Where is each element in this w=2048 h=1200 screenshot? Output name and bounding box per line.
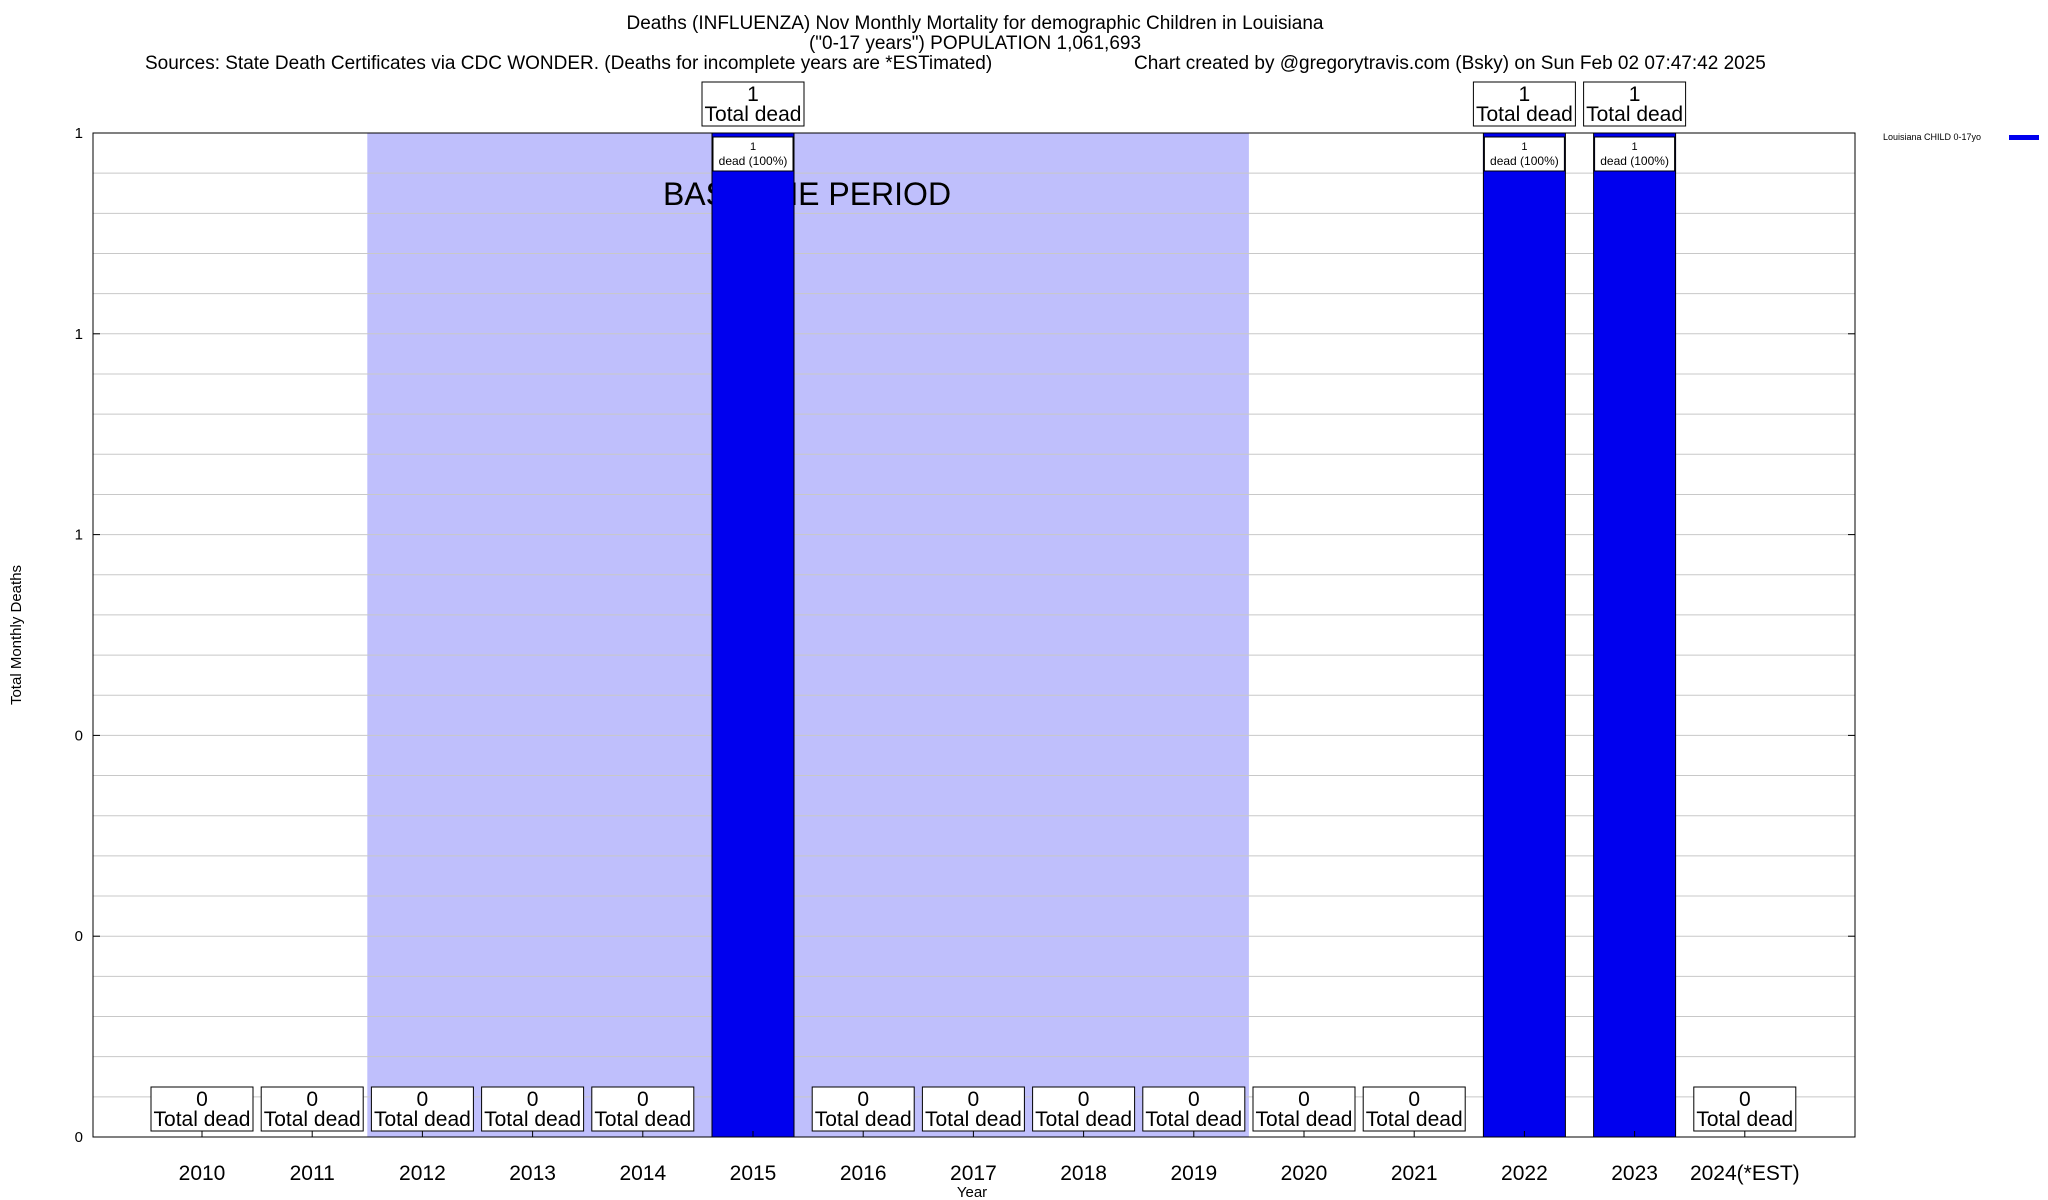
- total-label-box: [1032, 1086, 1136, 1132]
- x-tick-label: 2022: [1501, 1162, 1548, 1185]
- total-label-value: 0: [1298, 1088, 1310, 1111]
- total-label-value: 0: [968, 1088, 980, 1111]
- total-label-value: 0: [196, 1088, 208, 1111]
- total-label-text: Total dead: [484, 1108, 581, 1131]
- x-tick-label: 2015: [730, 1162, 777, 1185]
- bar-label-text: dead (100%): [1490, 154, 1559, 168]
- total-label-value: 0: [306, 1088, 318, 1111]
- y-axis-title: Total Monthly Deaths: [8, 565, 25, 705]
- total-label-box: [150, 1086, 254, 1132]
- x-tick-label: 2012: [399, 1162, 446, 1185]
- baseline-period-label: BASELINE PERIOD: [663, 176, 951, 212]
- total-label-text: Total dead: [1256, 1108, 1353, 1131]
- x-tick-label: 2016: [840, 1162, 887, 1185]
- total-label-value: 1: [1519, 83, 1531, 106]
- bar-label-box: [1594, 136, 1676, 172]
- x-tick-label: 2024(*EST): [1690, 1162, 1800, 1185]
- chart-sources: Sources: State Death Certificates via CD…: [145, 53, 993, 74]
- total-label-text: Total dead: [154, 1108, 251, 1131]
- x-tick-label: 2010: [179, 1162, 226, 1185]
- total-label-box: [370, 1086, 474, 1132]
- total-label-text: Total dead: [925, 1108, 1022, 1131]
- total-label-value: 0: [1408, 1088, 1420, 1111]
- bar: [1482, 132, 1566, 1138]
- total-label-text: Total dead: [264, 1108, 361, 1131]
- total-label-text: Total dead: [1586, 103, 1683, 126]
- axes: 0 0 0 1 1 1 Total Monthly Deaths Year 2010 2011 20…: [8, 125, 1856, 1200]
- total-label-value: 0: [1078, 1088, 1090, 1111]
- total-label-value: 0: [857, 1088, 869, 1111]
- total-label-text: Total dead: [374, 1108, 471, 1131]
- chart-title: Deaths (INFLUENZA) Nov Monthly Mortality…: [626, 13, 1324, 34]
- y-tick-label: 0: [75, 1129, 83, 1146]
- total-label-text: Total dead: [815, 1108, 912, 1131]
- total-label-text: Total dead: [594, 1108, 691, 1131]
- bar-label-value: 1: [1632, 141, 1638, 153]
- y-tick-label: 0: [75, 928, 83, 945]
- total-label-box: [811, 1086, 915, 1132]
- x-axis-title: Year: [957, 1184, 987, 1200]
- y-tick-label: 1: [75, 125, 83, 142]
- chart-subtitle: ("0-17 years") POPULATION 1,061,693: [808, 33, 1142, 54]
- total-label-value: 1: [1629, 83, 1641, 106]
- legend-label: Louisiana CHILD 0-17yo: [1883, 132, 1981, 142]
- x-tick-label: 2019: [1170, 1162, 1217, 1185]
- total-label-text: Total dead: [1696, 1108, 1793, 1131]
- chart-credit: Chart created by @gregorytravis.com (Bsk…: [1134, 53, 1766, 74]
- total-label-box: [1362, 1086, 1466, 1132]
- total-label-box: [481, 1086, 585, 1132]
- total-label-value: 0: [527, 1088, 539, 1111]
- total-label-box: [1472, 81, 1576, 127]
- baseline-period-rect: [367, 133, 1249, 1137]
- bar-label-value: 1: [750, 141, 756, 153]
- bar-label-value: 1: [1521, 141, 1527, 153]
- total-label-box: [921, 1086, 1025, 1132]
- bar-label-text: dead (100%): [719, 154, 788, 168]
- x-tick-label: 2014: [619, 1162, 666, 1185]
- bar-label-text: dead (100%): [1600, 154, 1669, 168]
- legend: Louisiana CHILD 0-17yo: [1883, 132, 2039, 142]
- x-tick-label: 2013: [509, 1162, 556, 1185]
- bar: [711, 132, 795, 1138]
- bar-label-box: [1483, 136, 1565, 172]
- total-label-value: 0: [1188, 1088, 1200, 1111]
- total-label-text: Total dead: [1145, 1108, 1242, 1131]
- bar-label-box: [712, 136, 794, 172]
- y-tick-label: 0: [75, 727, 83, 744]
- x-tick-label: 2018: [1060, 1162, 1107, 1185]
- plot-frame: [92, 132, 1856, 1138]
- y-tick-label: 1: [75, 326, 83, 343]
- x-tick-label: 2017: [950, 1162, 997, 1185]
- total-label-text: Total dead: [1035, 1108, 1132, 1131]
- x-tick-label: 2021: [1391, 1162, 1438, 1185]
- total-label-text: Total dead: [1476, 103, 1573, 126]
- total-label-value: 1: [747, 83, 759, 106]
- total-label-box: [701, 81, 805, 127]
- legend-swatch: [2009, 135, 2039, 140]
- total-label-value: 0: [1739, 1088, 1751, 1111]
- total-label-text: Total dead: [1366, 1108, 1463, 1131]
- total-label-text: Total dead: [705, 103, 802, 126]
- x-tick-label: 2011: [290, 1162, 335, 1185]
- total-label-box: [1142, 1086, 1246, 1132]
- total-label-box: [260, 1086, 364, 1132]
- x-tick-label: 2023: [1611, 1162, 1658, 1185]
- total-label-box: [1252, 1086, 1356, 1132]
- total-label-box: [591, 1086, 695, 1132]
- total-label-box: [1583, 81, 1687, 127]
- x-tick-label: 2020: [1281, 1162, 1328, 1185]
- bars: [198, 132, 1749, 1138]
- total-label-value: 0: [637, 1088, 649, 1111]
- y-tick-label: 1: [75, 527, 83, 544]
- total-label-value: 0: [417, 1088, 429, 1111]
- baseline-period-band: BASELINE PERIOD: [367, 133, 1249, 1137]
- bar: [1593, 132, 1677, 1138]
